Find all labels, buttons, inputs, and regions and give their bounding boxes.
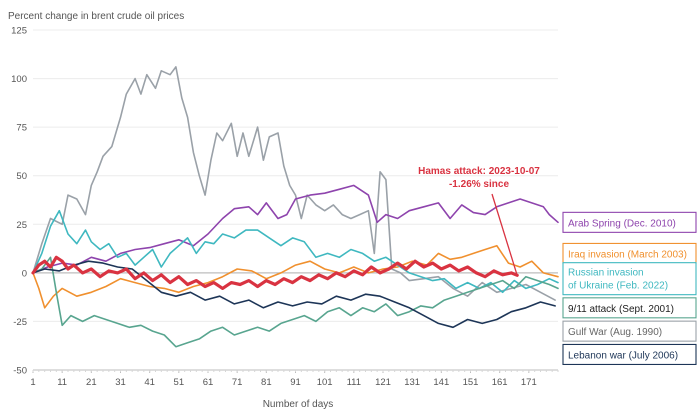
x-tick-label: 151 (463, 377, 479, 388)
series-line-iraq-invasion-march-2003 (32, 244, 559, 309)
legend-box (562, 262, 697, 296)
series-line-russian-invasion-of-ukraine-feb-2022 (32, 209, 559, 294)
legend-label: Arab Spring (Dec. 2010) (568, 218, 676, 229)
x-tick-label: 131 (404, 377, 420, 388)
legend-box (562, 211, 697, 233)
annotation: Hamas attack: 2023-10-07 -1.26% since (418, 166, 540, 276)
legend-label-line2: of Ukraine (Feb. 2022) (568, 281, 668, 292)
series-line-lebanon-war-july-2006 (32, 260, 556, 329)
series-line-gulf-war-aug-1990 (32, 66, 556, 301)
x-tick-label: 21 (86, 377, 97, 388)
x-tick-label: 11 (57, 377, 67, 388)
y-tick-label: 75 (16, 123, 27, 134)
x-tick-label: 91 (290, 377, 301, 388)
legend-label: 9/11 attack (Sept. 2001) (568, 304, 674, 315)
series-line-arab-spring-dec-2010 (32, 184, 559, 274)
x-tick-label: 41 (144, 377, 155, 388)
x-tick-label: 141 (433, 377, 449, 388)
chart-title: Percent change in brent crude oil prices (8, 11, 184, 22)
legend-label: Lebanon war (July 2006) (568, 350, 678, 361)
legend-box (562, 297, 697, 319)
legend-label: Russian invasion (568, 268, 644, 279)
legend-box (562, 343, 697, 366)
y-tick-label: 125 (11, 26, 27, 37)
y-tick-label: 50 (16, 171, 27, 182)
x-tick-label: 1 (30, 377, 35, 388)
x-tick-label: 31 (115, 377, 126, 388)
annotation-title: Hamas attack: 2023-10-07 (418, 166, 540, 177)
legend-box (562, 320, 697, 342)
y-tick-label: 25 (16, 220, 27, 231)
series-line-9-11-attack-sept-2001 (32, 256, 559, 348)
x-tick-label: 81 (261, 377, 272, 388)
legend: Arab Spring (Dec. 2010) Iraq invasion (Ma… (562, 211, 697, 366)
x-tick-label: 171 (521, 377, 537, 388)
x-tick-label: 101 (317, 377, 333, 388)
y-tick-label: 0 (22, 268, 27, 279)
x-axis: 1 11 21 31 41 51 61 71 81 91 101 111 121 131 141 151 161… (30, 369, 559, 388)
legend-label: Gulf War (Aug. 1990) (568, 327, 662, 338)
legend-label: Iraq invasion (March 2003) (568, 249, 687, 260)
x-axis-title: Number of days (263, 399, 334, 410)
x-tick-label: 161 (492, 377, 508, 388)
series-line-hamas-attack-2023-10-07 (31, 255, 519, 290)
y-axis: 125 100 75 50 25 0 -25 -50 (11, 26, 27, 377)
y-tick-label: -50 (13, 366, 27, 377)
annotation-subtitle: -1.26% since (449, 179, 509, 190)
y-tick-label: 100 (11, 74, 27, 85)
annotation-arrow (491, 193, 518, 276)
x-tick-label: 51 (174, 377, 185, 388)
x-tick-label: 61 (203, 377, 214, 388)
x-tick-label: 111 (347, 377, 361, 388)
series-lines (31, 66, 559, 348)
x-tick-label: 71 (232, 377, 243, 388)
x-tick-label: 121 (375, 377, 391, 388)
y-tick-label: -25 (13, 317, 27, 328)
